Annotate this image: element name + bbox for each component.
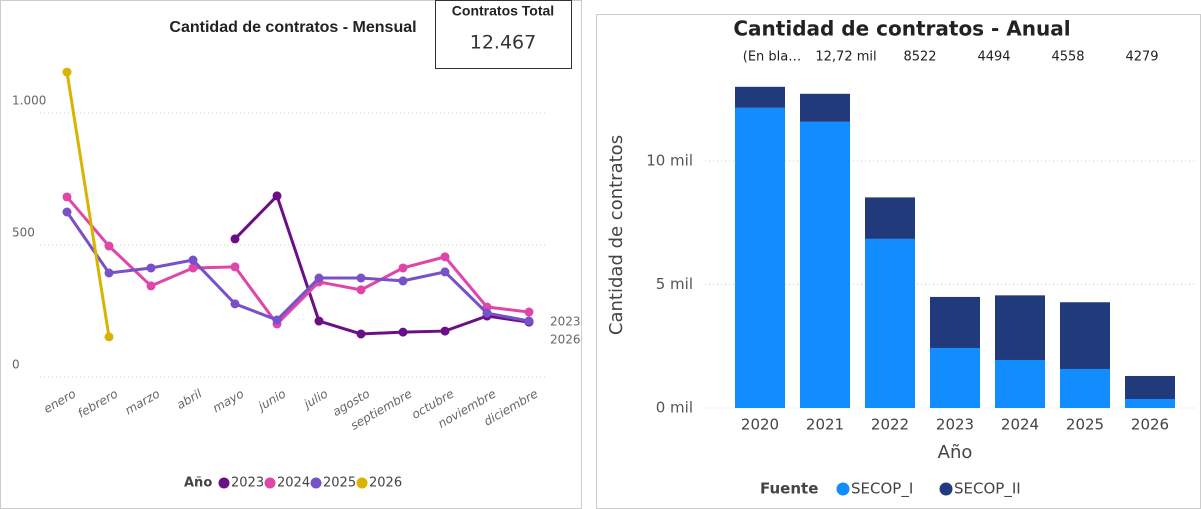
x-tick-label: 2020 <box>741 416 779 434</box>
total-label: 4494 <box>977 50 1010 65</box>
total-label: (En bla… <box>743 50 802 65</box>
legend-label: 2024 <box>277 476 310 491</box>
legend-label: SECOP_I <box>851 480 913 499</box>
x-tick-label: 2024 <box>1001 416 1039 434</box>
point <box>440 326 450 336</box>
bar-segment <box>865 197 915 239</box>
x-tick-label: 2022 <box>871 416 909 434</box>
point <box>398 276 408 286</box>
legend-marker <box>310 477 322 489</box>
point <box>314 273 324 283</box>
point <box>482 308 492 318</box>
point <box>62 207 72 217</box>
chart-title: Cantidad de contratos - Mensual <box>169 19 416 36</box>
y-tick-label: 0 mil <box>656 399 693 417</box>
x-tick-label: 2025 <box>1066 416 1104 434</box>
bar-segment <box>995 295 1045 360</box>
point <box>146 281 156 291</box>
legend-marker <box>939 482 953 496</box>
bar-segment <box>930 347 980 408</box>
bar-segment <box>1125 399 1175 408</box>
bar-segment <box>1060 368 1110 408</box>
legend-label: 2023 <box>231 476 264 491</box>
y-axis-title: Cantidad de contratos <box>606 135 627 335</box>
point <box>62 67 72 77</box>
bar-segment <box>735 107 785 408</box>
legend-label: SECOP_II <box>954 480 1021 499</box>
series-end-label: 2026 <box>550 333 581 347</box>
series-end-label: 2023 <box>550 315 581 329</box>
point <box>104 241 114 251</box>
chart-title: Cantidad de contratos - Anual <box>733 17 1070 41</box>
point <box>356 329 366 339</box>
card-title: Contratos Total <box>452 3 554 19</box>
x-tick-label: 2026 <box>1131 416 1169 434</box>
point <box>524 316 534 326</box>
series-line <box>65 71 111 338</box>
point <box>356 273 366 283</box>
point <box>188 263 198 273</box>
bar-segment <box>800 93 850 122</box>
y-tick-label: 500 <box>12 226 35 240</box>
point <box>272 315 282 325</box>
point <box>230 299 240 309</box>
series-line <box>65 195 530 327</box>
legend-marker <box>264 477 276 489</box>
point <box>104 268 114 278</box>
point <box>230 262 240 272</box>
series-line <box>233 193 530 336</box>
total-label: 12,72 mil <box>815 50 876 65</box>
point <box>524 307 534 317</box>
total-label: 4279 <box>1125 50 1158 65</box>
legend-marker <box>836 482 850 496</box>
legend-label: 2026 <box>369 476 402 491</box>
point <box>62 192 72 202</box>
card <box>435 0 572 69</box>
x-tick-label: 2021 <box>806 416 844 434</box>
legend-marker <box>356 477 368 489</box>
point <box>398 263 408 273</box>
bar-segment <box>1060 302 1110 369</box>
point <box>188 255 198 265</box>
series-line <box>65 211 530 323</box>
point <box>272 191 282 201</box>
point <box>314 316 324 326</box>
bar-segment <box>735 86 785 108</box>
point <box>104 332 114 342</box>
point <box>398 327 408 337</box>
x-tick-label: 2023 <box>936 416 974 434</box>
bar-segment <box>800 121 850 408</box>
legend-title: Fuente <box>760 480 818 498</box>
bar-segment <box>865 238 915 408</box>
x-axis-title: Año <box>938 442 973 463</box>
point <box>230 234 240 244</box>
total-label: 8522 <box>903 50 936 65</box>
bar-segment <box>995 359 1045 408</box>
legend-label: 2025 <box>323 476 356 491</box>
card-value: 12.467 <box>470 32 536 54</box>
bar-segment <box>930 296 980 348</box>
point <box>440 252 450 262</box>
point <box>440 267 450 277</box>
y-tick-label: 0 <box>12 358 20 372</box>
y-tick-label: 5 mil <box>656 275 693 293</box>
point <box>146 263 156 273</box>
total-label: 4558 <box>1051 50 1084 65</box>
legend-marker <box>218 477 230 489</box>
point <box>356 285 366 295</box>
bar-segment <box>1125 375 1175 400</box>
legend-title: Año <box>184 476 212 491</box>
y-tick-label: 1.000 <box>12 94 46 108</box>
y-tick-label: 10 mil <box>646 151 693 169</box>
left-panel <box>0 0 582 509</box>
